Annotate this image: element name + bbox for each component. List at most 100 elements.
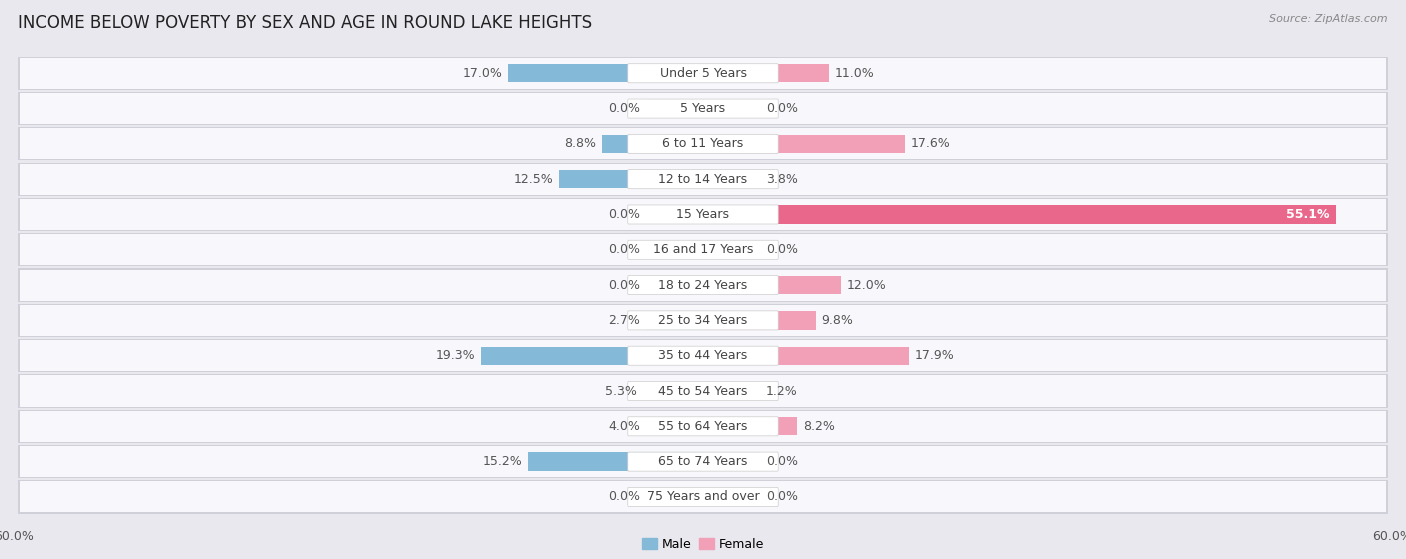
Text: 4.0%: 4.0% (607, 420, 640, 433)
FancyBboxPatch shape (628, 205, 778, 224)
Text: 0.0%: 0.0% (766, 490, 799, 504)
FancyBboxPatch shape (628, 99, 778, 118)
Bar (20, 58, 1386, 89)
Bar (560, 170, 703, 188)
Text: 19.3%: 19.3% (436, 349, 475, 362)
Text: 0.0%: 0.0% (607, 208, 640, 221)
Text: 9.8%: 9.8% (821, 314, 853, 327)
Bar (20, 129, 1386, 159)
Text: 11.0%: 11.0% (835, 67, 875, 80)
Text: Source: ZipAtlas.com: Source: ZipAtlas.com (1270, 14, 1388, 24)
Text: 35 to 44 Years: 35 to 44 Years (658, 349, 748, 362)
Text: 12.5%: 12.5% (515, 173, 554, 186)
Bar (602, 135, 703, 153)
Bar (20, 234, 1386, 266)
Text: 5.3%: 5.3% (605, 385, 637, 397)
Bar (703, 347, 908, 365)
Bar (703, 135, 905, 153)
Text: 55.1%: 55.1% (1286, 208, 1330, 221)
Bar (17, 268, 1389, 302)
Bar (703, 64, 830, 82)
Text: 0.0%: 0.0% (766, 243, 799, 256)
Bar (20, 340, 1386, 371)
Text: 8.2%: 8.2% (803, 420, 835, 433)
Text: 25 to 34 Years: 25 to 34 Years (658, 314, 748, 327)
Text: 5 Years: 5 Years (681, 102, 725, 115)
Bar (703, 488, 761, 506)
Text: 8.8%: 8.8% (564, 138, 596, 150)
Text: 0.0%: 0.0% (607, 490, 640, 504)
Bar (17, 339, 1389, 372)
Bar (17, 410, 1389, 443)
Bar (20, 199, 1386, 230)
Text: 17.9%: 17.9% (914, 349, 955, 362)
Bar (17, 163, 1389, 196)
Text: 17.6%: 17.6% (911, 138, 950, 150)
Text: 18 to 24 Years: 18 to 24 Years (658, 278, 748, 292)
FancyBboxPatch shape (628, 346, 778, 365)
FancyBboxPatch shape (628, 240, 778, 259)
Bar (645, 240, 703, 259)
FancyBboxPatch shape (628, 276, 778, 295)
Text: 17.0%: 17.0% (463, 67, 502, 80)
Bar (703, 240, 761, 259)
Text: 15 Years: 15 Years (676, 208, 730, 221)
Text: 0.0%: 0.0% (607, 278, 640, 292)
FancyBboxPatch shape (628, 417, 778, 436)
Bar (645, 311, 703, 330)
Bar (17, 304, 1389, 337)
Bar (20, 446, 1386, 477)
Text: 0.0%: 0.0% (766, 455, 799, 468)
Bar (481, 347, 703, 365)
Bar (703, 276, 841, 294)
Bar (703, 170, 761, 188)
Text: 3.8%: 3.8% (766, 173, 799, 186)
Bar (529, 452, 703, 471)
FancyBboxPatch shape (628, 487, 778, 506)
Bar (20, 164, 1386, 195)
Text: 12 to 14 Years: 12 to 14 Years (658, 173, 748, 186)
Text: 0.0%: 0.0% (607, 102, 640, 115)
Bar (703, 417, 797, 435)
Bar (17, 375, 1389, 408)
Bar (20, 269, 1386, 301)
Bar (17, 445, 1389, 478)
Bar (645, 417, 703, 435)
Bar (17, 480, 1389, 514)
Bar (703, 205, 1336, 224)
Text: 55 to 64 Years: 55 to 64 Years (658, 420, 748, 433)
Legend: Male, Female: Male, Female (637, 533, 769, 556)
Bar (703, 100, 761, 118)
Bar (20, 411, 1386, 442)
Bar (645, 276, 703, 294)
Text: 0.0%: 0.0% (766, 102, 799, 115)
Bar (508, 64, 703, 82)
Text: 65 to 74 Years: 65 to 74 Years (658, 455, 748, 468)
Text: 75 Years and over: 75 Years and over (647, 490, 759, 504)
Bar (17, 56, 1389, 90)
Bar (703, 382, 761, 400)
Text: INCOME BELOW POVERTY BY SEX AND AGE IN ROUND LAKE HEIGHTS: INCOME BELOW POVERTY BY SEX AND AGE IN R… (18, 14, 592, 32)
Text: Under 5 Years: Under 5 Years (659, 67, 747, 80)
Text: 16 and 17 Years: 16 and 17 Years (652, 243, 754, 256)
Bar (17, 198, 1389, 231)
Text: 6 to 11 Years: 6 to 11 Years (662, 138, 744, 150)
Bar (645, 488, 703, 506)
FancyBboxPatch shape (628, 311, 778, 330)
Bar (703, 311, 815, 330)
Bar (17, 92, 1389, 125)
Text: 15.2%: 15.2% (484, 455, 523, 468)
Text: 1.2%: 1.2% (766, 385, 797, 397)
FancyBboxPatch shape (628, 134, 778, 153)
Bar (643, 382, 703, 400)
Bar (20, 305, 1386, 336)
Bar (20, 376, 1386, 406)
FancyBboxPatch shape (628, 452, 778, 471)
FancyBboxPatch shape (628, 381, 778, 401)
Bar (20, 93, 1386, 124)
Bar (703, 452, 761, 471)
Bar (17, 233, 1389, 267)
Text: 0.0%: 0.0% (607, 243, 640, 256)
Text: 12.0%: 12.0% (846, 278, 886, 292)
Bar (645, 205, 703, 224)
